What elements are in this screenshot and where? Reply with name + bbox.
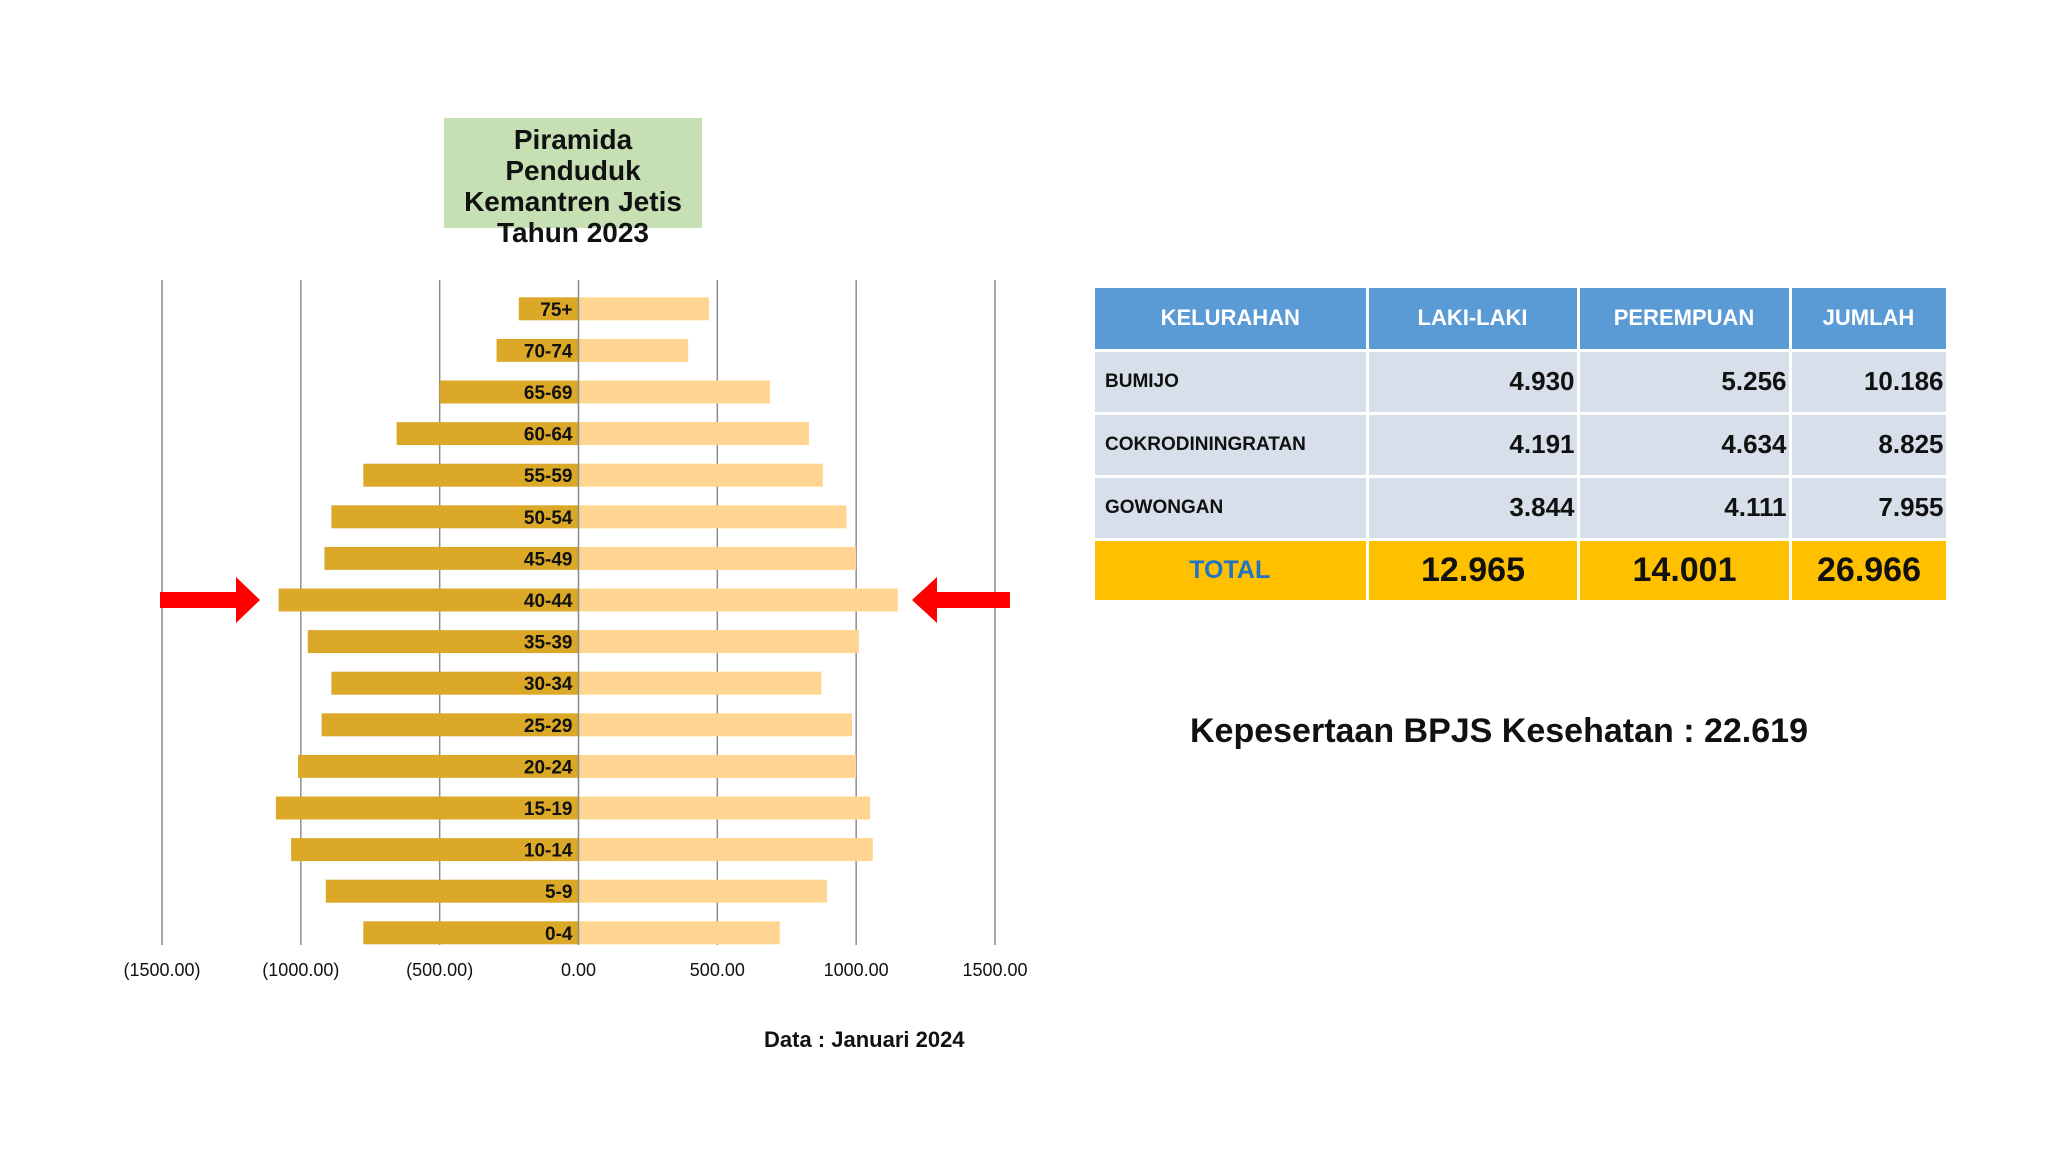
bar-male (363, 921, 579, 945)
table-total-row: TOTAL 12.965 14.001 26.966 (1095, 539, 1949, 603)
row-laki-laki: 4.930 (1367, 350, 1580, 415)
row-jumlah: 8.825 (1790, 413, 1949, 478)
red-arrow-icon (912, 577, 1010, 623)
bar-female (578, 505, 847, 529)
category-label: 20-24 (524, 757, 573, 778)
row-jumlah: 10.186 (1790, 350, 1949, 415)
col-header-laki-laki: LAKI-LAKI (1367, 288, 1580, 352)
x-tick-label: (1000.00) (262, 960, 339, 980)
total-label: TOTAL (1095, 539, 1369, 603)
chart-title-line-3: Tahun 2023 (497, 217, 649, 248)
bar-male (331, 671, 579, 695)
table-header-row: KELURAHAN LAKI-LAKI PEREMPUAN JUMLAH (1095, 288, 1949, 352)
total-perempuan: 14.001 (1578, 539, 1792, 603)
bar-female (578, 754, 857, 778)
row-laki-laki: 4.191 (1367, 413, 1580, 478)
red-arrow-icon (160, 577, 260, 623)
kelurahan-population-table: KELURAHAN LAKI-LAKI PEREMPUAN JUMLAH BUM… (1095, 288, 1949, 603)
bar-female (578, 380, 771, 404)
bar-male (396, 422, 579, 446)
bar-female (578, 796, 871, 820)
table-row: GOWONGAN 3.844 4.111 7.955 (1095, 476, 1949, 541)
category-label: 55-59 (524, 466, 573, 487)
row-kelurahan: COKRODININGRATAN (1095, 413, 1369, 478)
category-label: 30-34 (524, 674, 573, 695)
bar-male (321, 713, 579, 737)
bar-male (439, 380, 579, 404)
x-tick-label: 1500.00 (962, 960, 1027, 980)
bar-female (578, 879, 828, 903)
bar-male (325, 879, 579, 903)
bar-male (331, 505, 579, 529)
chart-title-line-1: Piramida Penduduk (505, 124, 641, 186)
category-label: 15-19 (524, 799, 573, 820)
bar-male (298, 754, 579, 778)
bar-male (278, 588, 579, 612)
row-perempuan: 5.256 (1578, 350, 1792, 415)
category-label: 40-44 (524, 591, 573, 612)
data-date-note: Data : Januari 2024 (764, 1027, 965, 1052)
bar-male (275, 796, 579, 820)
total-jumlah: 26.966 (1790, 539, 1949, 603)
bar-male (291, 838, 579, 862)
category-label: 70-74 (524, 341, 573, 362)
category-label: 10-14 (524, 841, 573, 862)
x-tick-label: 0.00 (561, 960, 596, 980)
bar-female (578, 671, 822, 695)
row-kelurahan: BUMIJO (1095, 350, 1369, 415)
chart-title: Piramida Penduduk Kemantren Jetis Tahun … (444, 118, 702, 248)
bar-female (578, 588, 898, 612)
col-header-perempuan: PEREMPUAN (1578, 288, 1792, 352)
bar-female (578, 546, 857, 570)
bar-female (578, 838, 873, 862)
category-label: 45-49 (524, 549, 573, 570)
bar-female (578, 921, 780, 945)
bar-male (363, 463, 579, 487)
x-tick-label: (1500.00) (123, 960, 200, 980)
row-perempuan: 4.111 (1578, 476, 1792, 541)
col-header-jumlah: JUMLAH (1790, 288, 1949, 352)
x-tick-label: (500.00) (406, 960, 473, 980)
x-tick-label: 500.00 (690, 960, 745, 980)
col-header-kelurahan: KELURAHAN (1095, 288, 1369, 352)
bpjs-membership-text: Kepesertaan BPJS Kesehatan : 22.619 (1190, 712, 1808, 750)
table-row: COKRODININGRATAN 4.191 4.634 8.825 (1095, 413, 1949, 478)
row-kelurahan: GOWONGAN (1095, 476, 1369, 541)
bar-male (324, 546, 579, 570)
category-label: 25-29 (524, 716, 573, 737)
category-label: 35-39 (524, 633, 573, 654)
category-label: 65-69 (524, 383, 573, 404)
bar-female (578, 630, 859, 654)
population-pyramid-chart: 75+ 70-74 65-69 60-64 55-59 50-54 45-49 40-44 35… (123, 280, 1028, 980)
bar-female (578, 297, 710, 321)
category-label: 5-9 (545, 882, 572, 903)
bar-female (578, 422, 809, 446)
x-tick-label: 1000.00 (824, 960, 889, 980)
chart-title-line-2: Kemantren Jetis (464, 186, 682, 217)
category-label: 50-54 (524, 508, 573, 529)
bar-female (578, 338, 689, 362)
bar-female (578, 463, 823, 487)
row-perempuan: 4.634 (1578, 413, 1792, 478)
bar-male (496, 338, 579, 362)
bar-female (578, 713, 853, 737)
table-row: BUMIJO 4.930 5.256 10.186 (1095, 350, 1949, 415)
row-jumlah: 7.955 (1790, 476, 1949, 541)
total-laki-laki: 12.965 (1367, 539, 1580, 603)
category-label: 75+ (540, 300, 572, 321)
category-label: 0-4 (545, 924, 573, 945)
bar-male (518, 297, 579, 321)
category-label: 60-64 (524, 425, 573, 446)
row-laki-laki: 3.844 (1367, 476, 1580, 541)
bar-male (307, 630, 579, 654)
